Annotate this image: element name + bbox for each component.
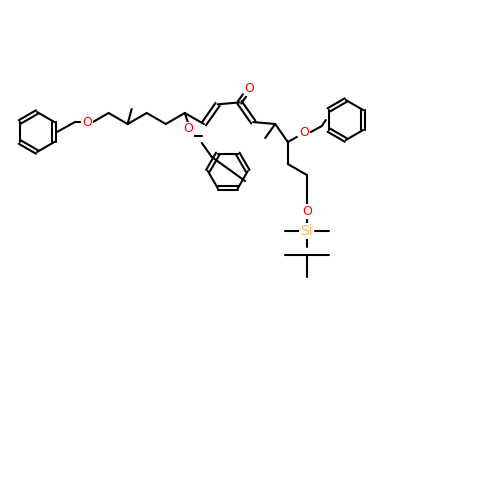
Text: O: O	[183, 122, 192, 136]
Text: O: O	[302, 204, 312, 218]
Text: Si: Si	[300, 224, 313, 238]
Text: O: O	[299, 126, 309, 138]
Text: O: O	[244, 82, 254, 95]
Text: O: O	[82, 116, 92, 128]
